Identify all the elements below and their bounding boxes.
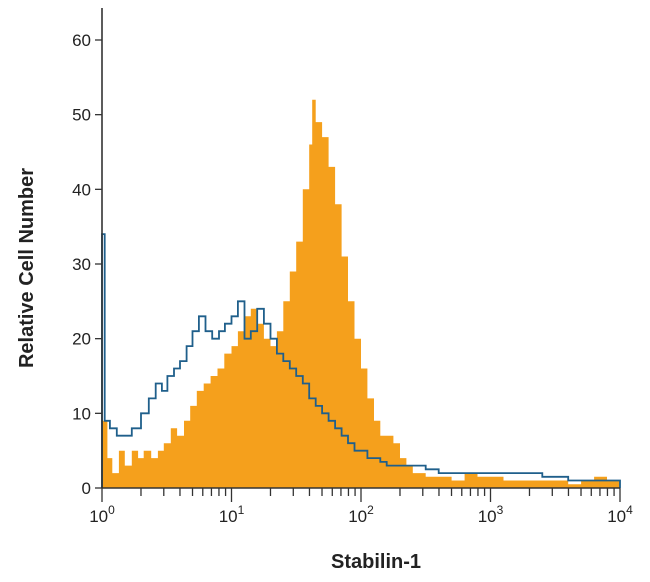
series-outline-histogram [101, 233, 621, 488]
series-filled-histogram [102, 99, 620, 488]
x-tick-label: 100 [89, 503, 115, 526]
y-tick-label: 50 [72, 106, 91, 125]
ticks-layer: 0 10 20 30 40 50 60 100 101 102 103 104 [72, 31, 633, 526]
y-tick-label: 40 [72, 180, 91, 199]
y-tick-label: 0 [82, 479, 91, 498]
x-tick-label: 101 [219, 503, 245, 526]
x-tick-label: 104 [607, 503, 633, 526]
y-tick-label: 60 [72, 31, 91, 50]
y-tick-label: 20 [72, 330, 91, 349]
y-tick-label: 30 [72, 255, 91, 274]
x-axis-title: Stabilin-1 [331, 551, 421, 573]
y-tick-label: 10 [72, 404, 91, 423]
y-axis-title: Relative Cell Number [16, 168, 38, 368]
x-tick-label: 102 [348, 503, 374, 526]
series-layer [101, 99, 621, 488]
x-tick-label: 103 [478, 503, 504, 526]
